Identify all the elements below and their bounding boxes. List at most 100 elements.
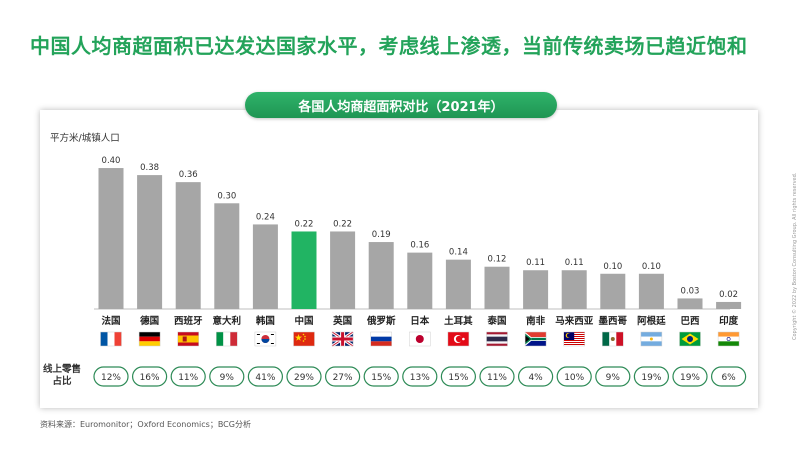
bar-墨西哥 [600,273,626,309]
data-label-法国: 0.40 [102,156,121,166]
y-axis-label: 平方米/城镇人口 [50,132,120,144]
x-tick-中国: 中国 [294,315,313,327]
flag-jp-icon [409,331,431,347]
flag-br-icon [679,331,701,347]
online-share-badge-泰国 [479,366,515,387]
data-label-中国: 0.22 [295,219,314,229]
bar-西班牙 [175,182,201,309]
data-label-阿根廷: 0.10 [642,262,661,272]
data-label-西班牙: 0.36 [179,170,198,180]
online-share-badge-日本 [402,366,438,387]
headline: 中国人均商超面积已达发达国家水平，考虑线上渗透，当前传统卖场已趋近饱和 [30,34,748,58]
flag-ru-icon [370,331,392,347]
chart-title: 各国人均商超面积对比（2021年） [245,92,557,118]
flag-my-icon [563,331,585,347]
online-share-badge-南非 [518,366,554,387]
bar-法国 [98,168,124,309]
online-share-badge-西班牙 [170,366,206,387]
online-share-badge-巴西 [672,366,708,387]
online-share-value-法国: 12% [101,373,121,383]
online-share-badge-英国 [325,366,361,387]
data-label-泰国: 0.12 [488,255,507,265]
x-tick-阿根廷: 阿根廷 [637,315,666,327]
data-label-南非: 0.11 [526,258,545,268]
online-share-badge-俄罗斯 [363,366,399,387]
online-share-badge-韩国 [247,366,283,387]
x-tick-意大利: 意大利 [213,315,242,327]
x-tick-巴西: 巴西 [680,316,700,327]
online-share-badge-土耳其 [440,366,476,387]
bar-俄罗斯 [368,242,394,309]
flag-cn-icon [293,331,315,347]
flag-gb-icon [331,330,354,348]
online-share-value-墨西哥: 9% [606,373,621,383]
flag-ar-icon [640,331,663,347]
x-tick-俄罗斯: 俄罗斯 [366,315,396,327]
online-share-value-英国: 27% [333,373,353,383]
data-label-英国: 0.22 [333,219,352,229]
x-tick-英国: 英国 [333,315,352,327]
online-share-value-南非: 4% [528,373,543,383]
chart-card: 平方米/城镇人口 线上零售占比 0.40 法国 12% 0.38 德国 16% 0.36 西班牙 1… [40,110,758,408]
online-share-badge-墨西哥 [595,366,631,387]
online-share-value-德国: 16% [140,373,160,383]
flag-th-icon [486,331,508,347]
copyright-note: Copyright © 2022 by Boston Consulting Gr… [792,172,798,340]
bar-马来西亚 [561,270,587,309]
online-share-badge-印度 [710,366,747,387]
x-tick-韩国: 韩国 [256,315,275,327]
bar-巴西 [677,298,703,309]
x-tick-马来西亚: 马来西亚 [555,315,594,327]
bar-韩国 [252,224,278,309]
data-label-印度: 0.02 [719,290,738,300]
x-tick-墨西哥: 墨西哥 [599,316,628,327]
online-share-row-label: 线上零售占比 [43,363,81,387]
bar-南非 [523,270,549,309]
online-share-value-马来西亚: 10% [564,373,584,383]
online-share-badge-阿根廷 [633,366,670,387]
x-tick-土耳其: 土耳其 [444,315,473,327]
source-note: 资料来源：Euromonitor；Oxford Economics；BCG分析 [40,420,251,429]
flag-es-icon [177,331,199,347]
data-label-韩国: 0.24 [256,212,275,222]
online-share-value-泰国: 11% [487,373,507,383]
bar-中国 [291,231,317,309]
bar-德国 [137,175,163,309]
bar-日本 [407,252,433,309]
online-share-value-阿根廷: 19% [641,373,661,383]
online-share-badge-德国 [131,366,168,387]
data-label-马来西亚: 0.11 [565,258,584,268]
online-share-value-日本: 13% [410,373,430,383]
online-share-value-意大利: 9% [220,373,235,383]
online-share-value-西班牙: 11% [178,373,198,383]
flag-fr-icon [100,331,122,347]
data-label-巴西: 0.03 [681,286,700,296]
bar-意大利 [214,203,240,309]
online-share-value-韩国: 41% [255,373,275,383]
flag-in-icon [717,331,740,347]
x-tick-德国: 德国 [140,315,159,327]
x-tick-泰国: 泰国 [486,315,506,327]
flag-za-icon [524,331,547,347]
online-share-value-俄罗斯: 15% [371,373,391,383]
flag-it-icon [216,331,238,347]
x-tick-南非: 南非 [526,315,546,327]
x-tick-法国: 法国 [101,315,120,327]
data-label-土耳其: 0.14 [449,248,468,258]
data-label-意大利: 0.30 [217,191,236,201]
bar-英国 [330,231,356,309]
online-share-badge-法国 [93,366,129,387]
online-share-value-印度: 6% [721,373,736,383]
online-share-value-中国: 29% [294,373,314,383]
bar-印度 [716,301,742,309]
data-label-德国: 0.38 [140,163,159,173]
online-share-badge-马来西亚 [556,366,592,387]
bar-土耳其 [445,259,471,309]
data-label-俄罗斯: 0.19 [372,230,391,240]
flag-mx-icon [602,331,624,347]
online-share-value-巴西: 19% [680,373,700,383]
flag-de-icon [138,331,161,347]
data-label-墨西哥: 0.10 [603,262,622,272]
bar-泰国 [484,266,510,309]
